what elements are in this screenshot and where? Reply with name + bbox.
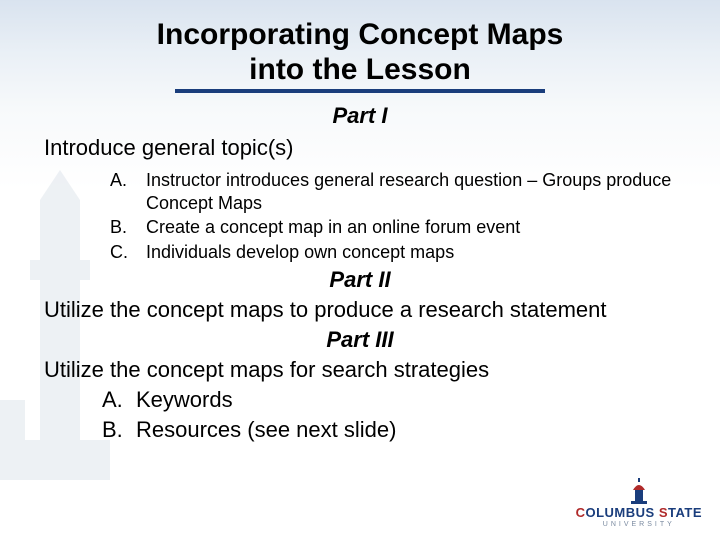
list-item: A. Instructor introduces general researc… <box>110 169 676 214</box>
logo-s: S <box>659 505 668 520</box>
list-item: B. Resources (see next slide) <box>102 415 676 445</box>
list-item: C. Individuals develop own concept maps <box>110 241 676 264</box>
part3-body: Utilize the concept maps for search stra… <box>44 357 676 383</box>
logo-cupola-icon <box>629 478 649 504</box>
part3-list: A. Keywords B. Resources (see next slide… <box>102 385 676 444</box>
list-text: Resources (see next slide) <box>136 415 396 445</box>
logo-text-line2: UNIVERSITY <box>576 521 702 528</box>
list-item: B. Create a concept map in an online for… <box>110 216 676 239</box>
logo-c: C <box>576 505 586 520</box>
title-underline <box>175 89 545 93</box>
list-marker: C. <box>110 241 132 264</box>
part1-list: A. Instructor introduces general researc… <box>110 169 676 263</box>
part1-heading: Part I <box>44 103 676 129</box>
list-text: Keywords <box>136 385 233 415</box>
slide: Incorporating Concept Maps into the Less… <box>0 0 720 540</box>
title-line-2: into the Lesson <box>249 53 471 86</box>
list-text: Individuals develop own concept maps <box>146 241 454 264</box>
content-area: Incorporating Concept Maps into the Less… <box>0 0 720 444</box>
logo-text-line1: COLUMBUS STATE <box>576 506 702 519</box>
slide-title: Incorporating Concept Maps into the Less… <box>44 18 676 87</box>
list-marker: A. <box>110 169 132 214</box>
list-marker: B. <box>102 415 128 445</box>
part1-intro: Introduce general topic(s) <box>44 135 676 161</box>
list-marker: B. <box>110 216 132 239</box>
list-item: A. Keywords <box>102 385 676 415</box>
list-marker: A. <box>102 385 128 415</box>
list-text: Create a concept map in an online forum … <box>146 216 520 239</box>
logo-olumbus: OLUMBUS <box>585 505 654 520</box>
part2-heading: Part II <box>44 267 676 293</box>
part2-body: Utilize the concept maps to produce a re… <box>44 297 676 323</box>
title-line-1: Incorporating Concept Maps <box>157 18 564 51</box>
university-logo: COLUMBUS STATE UNIVERSITY <box>576 478 702 528</box>
list-text: Instructor introduces general research q… <box>146 169 676 214</box>
part3-heading: Part III <box>44 327 676 353</box>
logo-tate: TATE <box>668 505 702 520</box>
